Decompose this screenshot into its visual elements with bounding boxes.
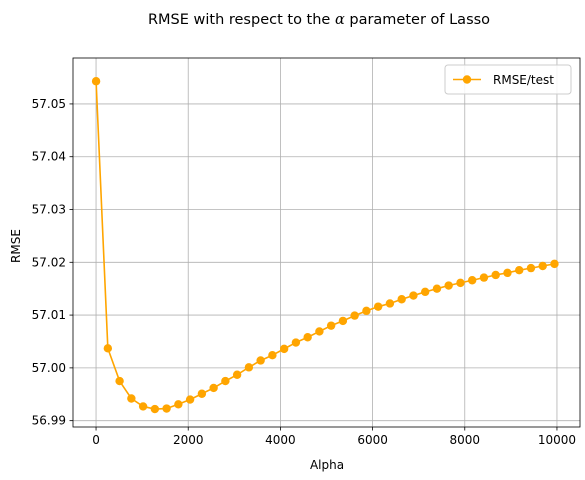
data-point xyxy=(115,376,124,386)
chart-title-suffix: parameter of Lasso xyxy=(345,12,490,28)
data-point xyxy=(162,404,171,413)
x-tick-label: 4000 xyxy=(265,433,296,447)
data-point xyxy=(209,383,218,393)
chart-title: RMSE with respect to the α parameter of … xyxy=(148,12,490,28)
chart-title-alpha-symbol: α xyxy=(335,12,345,28)
data-point xyxy=(385,299,395,308)
data-point xyxy=(150,404,160,414)
legend-label: RMSE/test xyxy=(493,73,554,87)
y-tick-label: 57.04 xyxy=(32,150,66,164)
series-layer xyxy=(91,77,559,414)
data-point xyxy=(503,268,512,278)
data-point xyxy=(244,363,254,372)
data-point xyxy=(103,344,113,353)
y-tick-label: 57.05 xyxy=(32,97,66,111)
y-axis-label: RMSE xyxy=(9,229,23,263)
x-tick-label: 10000 xyxy=(538,433,576,447)
data-point xyxy=(326,321,336,330)
data-point xyxy=(456,278,465,288)
data-point xyxy=(373,302,383,311)
plot-area-frame xyxy=(72,57,581,428)
y-tick-label: 57.03 xyxy=(32,203,66,217)
data-point xyxy=(174,400,183,409)
data-point xyxy=(185,395,195,404)
data-point xyxy=(197,389,207,398)
data-point xyxy=(550,259,559,269)
data-point xyxy=(315,327,324,336)
x-axis-label: Alpha xyxy=(310,458,344,472)
data-point xyxy=(467,276,477,285)
data-point xyxy=(526,263,536,273)
data-point xyxy=(432,284,442,293)
x-tick-label: 8000 xyxy=(449,433,480,447)
x-tick-label: 0 xyxy=(92,433,100,447)
data-point xyxy=(291,338,301,347)
data-point xyxy=(138,402,148,411)
data-point xyxy=(303,333,312,342)
data-point xyxy=(515,266,524,275)
axis-ticks: 0 2000 4000 6000 8000 10000 56.99 57.00 57.01 57.… xyxy=(32,97,576,447)
data-point xyxy=(232,370,242,379)
data-point xyxy=(479,273,489,282)
data-point xyxy=(221,376,230,386)
grid-lines xyxy=(73,58,580,427)
data-point xyxy=(279,344,289,354)
data-point xyxy=(420,287,430,297)
data-point xyxy=(491,270,500,280)
y-tick-label: 56.99 xyxy=(32,414,66,428)
chart-title-prefix: RMSE with respect to the xyxy=(148,12,335,28)
data-point xyxy=(362,306,371,316)
data-point xyxy=(268,351,277,360)
x-tick-label: 2000 xyxy=(173,433,204,447)
series-line xyxy=(95,81,555,410)
y-tick-label: 57.01 xyxy=(32,308,66,322)
x-tick-label: 6000 xyxy=(357,433,388,447)
data-point xyxy=(397,295,406,304)
legend: RMSE/test xyxy=(444,64,572,95)
data-point xyxy=(127,394,136,403)
legend-box xyxy=(444,64,572,95)
data-point xyxy=(538,261,547,271)
y-tick-label: 57.02 xyxy=(32,255,66,269)
data-point xyxy=(444,281,453,290)
y-tick-label: 57.00 xyxy=(32,361,66,375)
data-point xyxy=(338,316,348,326)
data-point xyxy=(350,311,359,320)
data-point xyxy=(256,356,265,365)
data-point xyxy=(409,291,418,300)
data-point xyxy=(91,77,101,86)
legend-marker-swatch xyxy=(462,75,472,84)
